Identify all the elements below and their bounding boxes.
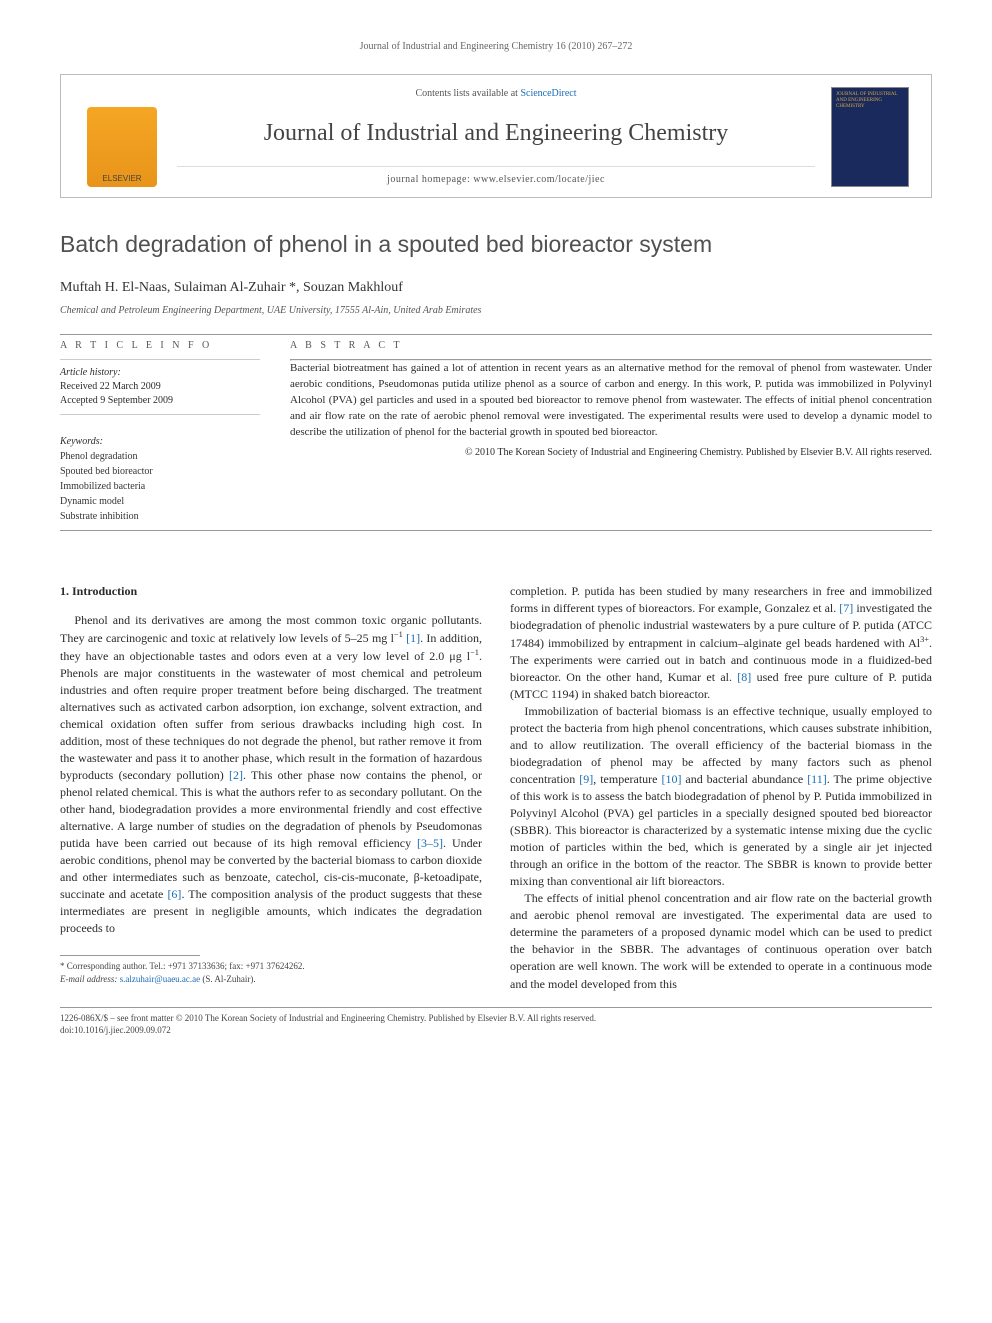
publisher-logo-area: ELSEVIER — [77, 87, 167, 187]
citation-link[interactable]: [8] — [737, 670, 751, 684]
thin-rule — [60, 414, 260, 415]
section-heading: 1. Introduction — [60, 583, 482, 600]
text-run: . Phenols are major constituents in the … — [60, 649, 482, 782]
thin-rule — [60, 359, 260, 360]
running-header: Journal of Industrial and Engineering Ch… — [60, 40, 932, 54]
corr-author-line: * Corresponding author. Tel.: +971 37133… — [60, 960, 482, 973]
sciencedirect-link[interactable]: ScienceDirect — [520, 88, 576, 99]
citation-link[interactable]: [3–5] — [417, 836, 443, 850]
corr-email-link[interactable]: s.alzuhair@uaeu.ac.ae — [120, 974, 201, 984]
body-paragraph: completion. P. putida has been studied b… — [510, 583, 932, 703]
citation-link[interactable]: [7] — [839, 601, 853, 615]
keyword: Substrate inhibition — [60, 509, 260, 524]
elsevier-logo: ELSEVIER — [87, 107, 157, 187]
citation-link[interactable]: [11] — [807, 772, 827, 786]
body-paragraph: The effects of initial phenol concentrat… — [510, 890, 932, 992]
body-paragraph: Phenol and its derivatives are among the… — [60, 612, 482, 938]
body-paragraph: Immobilization of bacterial biomass is a… — [510, 703, 932, 890]
email-label: E-mail address: — [60, 974, 120, 984]
unit-exponent: −1 — [394, 630, 403, 639]
abstract-heading: A B S T R A C T — [290, 339, 932, 353]
journal-name: Journal of Industrial and Engineering Ch… — [177, 117, 815, 151]
abstract-column: A B S T R A C T Bacterial biotreatment h… — [290, 339, 932, 524]
keyword: Dynamic model — [60, 494, 260, 509]
article-history-label: Article history: — [60, 366, 260, 380]
citation-link[interactable]: [6] — [167, 887, 181, 901]
masthead-center: Contents lists available at ScienceDirec… — [167, 87, 825, 187]
homepage-prefix: journal homepage: — [387, 174, 473, 185]
citation-link[interactable]: [1] — [406, 631, 420, 645]
citation-link[interactable]: [2] — [229, 768, 243, 782]
ion-charge: 3+ — [920, 635, 929, 644]
abstract-copyright: © 2010 The Korean Society of Industrial … — [290, 446, 932, 460]
divider-rule — [60, 334, 932, 335]
body-column-left: 1. Introduction Phenol and its derivativ… — [60, 583, 482, 993]
citation-link[interactable]: [10] — [661, 772, 681, 786]
author-affiliation: Chemical and Petroleum Engineering Depar… — [60, 304, 932, 318]
article-info-heading: A R T I C L E I N F O — [60, 339, 260, 353]
keyword: Immobilized bacteria — [60, 479, 260, 494]
corresponding-author-footnote: * Corresponding author. Tel.: +971 37133… — [60, 960, 482, 985]
contents-available-line: Contents lists available at ScienceDirec… — [177, 87, 815, 101]
body-two-column: 1. Introduction Phenol and its derivativ… — [60, 583, 932, 993]
footer-copyright-line: 1226-086X/$ – see front matter © 2010 Th… — [60, 1012, 932, 1025]
article-info-column: A R T I C L E I N F O Article history: R… — [60, 339, 260, 524]
text-run: , temperature — [593, 772, 661, 786]
page-footer: 1226-086X/$ – see front matter © 2010 Th… — [60, 1007, 932, 1037]
journal-cover-thumbnail: JOURNAL OF INDUSTRIAL AND ENGINEERING CH… — [831, 87, 909, 187]
corr-email-line: E-mail address: s.alzuhair@uaeu.ac.ae (S… — [60, 973, 482, 986]
homepage-url: www.elsevier.com/locate/jiec — [473, 174, 605, 185]
keyword: Spouted bed bioreactor — [60, 464, 260, 479]
text-run: and bacterial abundance — [681, 772, 807, 786]
article-title: Batch degradation of phenol in a spouted… — [60, 228, 932, 260]
footnote-separator — [60, 955, 200, 956]
keyword: Phenol degradation — [60, 449, 260, 464]
journal-homepage-line: journal homepage: www.elsevier.com/locat… — [177, 166, 815, 187]
elsevier-logo-label: ELSEVIER — [102, 173, 141, 184]
info-abstract-row: A R T I C L E I N F O Article history: R… — [60, 339, 932, 524]
keywords-label: Keywords: — [60, 435, 260, 449]
abstract-text: Bacterial biotreatment has gained a lot … — [290, 361, 932, 441]
author-list: Muftah H. El-Naas, Sulaiman Al-Zuhair *,… — [60, 278, 932, 298]
cover-thumb-area: JOURNAL OF INDUSTRIAL AND ENGINEERING CH… — [825, 87, 915, 187]
unit-exponent: −1 — [470, 648, 479, 657]
footer-doi: doi:10.1016/j.jiec.2009.09.072 — [60, 1024, 932, 1037]
accepted-date: Accepted 9 September 2009 — [60, 394, 260, 408]
citation-link[interactable]: [9] — [579, 772, 593, 786]
divider-rule — [60, 530, 932, 531]
body-column-right: completion. P. putida has been studied b… — [510, 583, 932, 993]
email-tail: (S. Al-Zuhair). — [200, 974, 256, 984]
contents-prefix: Contents lists available at — [415, 88, 520, 99]
text-run: . The prime objective of this work is to… — [510, 772, 932, 888]
received-date: Received 22 March 2009 — [60, 380, 260, 394]
journal-masthead: ELSEVIER Contents lists available at Sci… — [60, 74, 932, 198]
